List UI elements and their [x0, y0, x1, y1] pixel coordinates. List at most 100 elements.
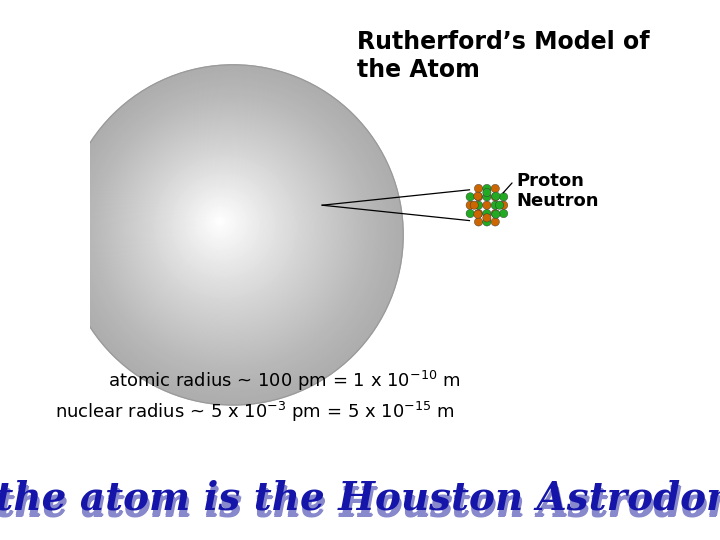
Circle shape	[174, 176, 272, 274]
Circle shape	[186, 188, 258, 260]
Circle shape	[192, 194, 252, 253]
Circle shape	[215, 218, 224, 226]
Circle shape	[133, 135, 320, 322]
Circle shape	[210, 212, 231, 233]
Circle shape	[139, 141, 314, 315]
Text: If the atom is the Houston Astrodome: If the atom is the Houston Astrodome	[0, 485, 720, 523]
Circle shape	[147, 149, 305, 306]
Circle shape	[466, 193, 474, 201]
Circle shape	[138, 139, 316, 318]
Circle shape	[482, 210, 491, 218]
Circle shape	[217, 219, 222, 224]
Circle shape	[118, 119, 339, 341]
Circle shape	[78, 80, 384, 387]
Text: Neutron: Neutron	[517, 192, 599, 210]
Circle shape	[482, 188, 491, 197]
Circle shape	[500, 210, 508, 218]
Circle shape	[163, 165, 286, 288]
Circle shape	[491, 201, 500, 210]
Circle shape	[165, 166, 284, 286]
Circle shape	[81, 83, 382, 384]
Circle shape	[98, 100, 362, 363]
Circle shape	[73, 75, 392, 394]
Circle shape	[135, 137, 318, 320]
Text: If the atom is the Houston Astrodome: If the atom is the Houston Astrodome	[0, 487, 720, 525]
Circle shape	[198, 200, 245, 247]
Circle shape	[132, 133, 323, 325]
Circle shape	[196, 198, 247, 249]
Circle shape	[491, 218, 500, 226]
Circle shape	[110, 112, 348, 350]
Circle shape	[67, 69, 399, 400]
Circle shape	[166, 168, 282, 284]
Circle shape	[194, 196, 249, 251]
Circle shape	[495, 201, 504, 210]
Circle shape	[474, 201, 482, 210]
Circle shape	[474, 193, 482, 201]
Text: atomic radius ~ 100 pm = 1 x 10$^{-10}$ m: atomic radius ~ 100 pm = 1 x 10$^{-10}$ …	[108, 369, 461, 393]
Circle shape	[466, 201, 474, 210]
Circle shape	[153, 155, 297, 299]
Text: Rutherford’s Model of
the Atom: Rutherford’s Model of the Atom	[357, 30, 650, 82]
Circle shape	[474, 192, 482, 200]
Text: nuclear radius ~ 5 x 10$^{-3}$ pm = 5 x 10$^{-15}$ m: nuclear radius ~ 5 x 10$^{-3}$ pm = 5 x …	[55, 400, 454, 423]
Circle shape	[75, 77, 390, 391]
Circle shape	[130, 131, 325, 327]
Circle shape	[157, 159, 293, 295]
Circle shape	[69, 71, 396, 398]
Circle shape	[71, 72, 394, 396]
Text: If the atom is the Houston Astrodome: If the atom is the Houston Astrodome	[0, 486, 720, 524]
Circle shape	[155, 157, 295, 297]
Circle shape	[184, 186, 261, 262]
Circle shape	[65, 67, 401, 403]
Circle shape	[112, 114, 346, 348]
Circle shape	[149, 151, 302, 304]
Circle shape	[124, 125, 332, 334]
Circle shape	[214, 215, 226, 228]
Circle shape	[84, 86, 378, 380]
Circle shape	[204, 206, 238, 240]
Circle shape	[143, 145, 309, 311]
Circle shape	[168, 171, 279, 281]
Circle shape	[470, 201, 478, 210]
Circle shape	[212, 213, 229, 231]
Circle shape	[482, 184, 491, 193]
Circle shape	[208, 210, 233, 235]
Circle shape	[492, 210, 500, 218]
Circle shape	[482, 214, 491, 222]
Circle shape	[188, 190, 256, 258]
Circle shape	[200, 202, 243, 244]
Circle shape	[86, 88, 376, 377]
Circle shape	[96, 98, 364, 366]
Circle shape	[482, 201, 491, 210]
Circle shape	[108, 110, 351, 352]
Circle shape	[122, 124, 334, 336]
Circle shape	[104, 106, 355, 357]
Circle shape	[491, 210, 500, 218]
Circle shape	[77, 78, 387, 389]
Circle shape	[120, 122, 337, 339]
Text: Proton: Proton	[517, 172, 585, 190]
Circle shape	[141, 143, 311, 313]
Circle shape	[151, 153, 300, 302]
Circle shape	[106, 108, 353, 354]
Circle shape	[206, 207, 235, 238]
Circle shape	[500, 201, 508, 210]
Circle shape	[145, 147, 307, 308]
Circle shape	[491, 193, 500, 201]
Circle shape	[482, 218, 491, 226]
Circle shape	[176, 178, 270, 272]
Circle shape	[182, 184, 263, 265]
Circle shape	[482, 193, 491, 201]
Circle shape	[474, 184, 482, 193]
Circle shape	[500, 193, 508, 201]
Circle shape	[63, 65, 403, 405]
Circle shape	[92, 94, 369, 370]
Circle shape	[474, 218, 482, 226]
Circle shape	[83, 84, 380, 382]
Circle shape	[190, 192, 254, 256]
Circle shape	[171, 172, 277, 279]
Circle shape	[474, 210, 482, 218]
Circle shape	[91, 92, 371, 373]
Circle shape	[116, 118, 341, 343]
